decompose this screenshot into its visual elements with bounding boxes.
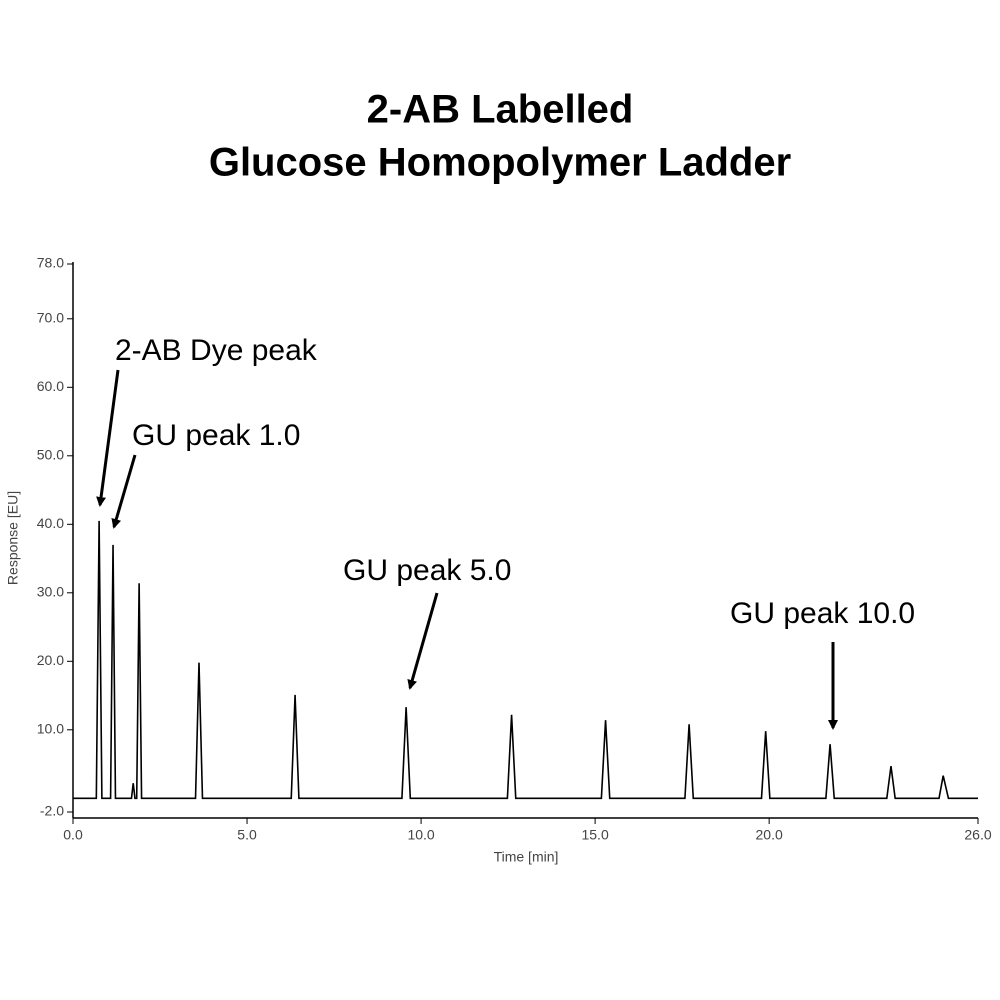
chart-title: 2-AB Labelled <box>367 88 634 132</box>
y-tick-label: 40.0 <box>37 515 64 531</box>
y-tick-label: 20.0 <box>37 652 64 668</box>
x-tick-label: 0.0 <box>63 827 83 843</box>
y-tick-label: 10.0 <box>37 721 64 737</box>
y-tick-label: -2.0 <box>40 803 64 819</box>
x-axis-label: Time [min] <box>494 849 559 865</box>
y-tick-label: 70.0 <box>37 310 64 326</box>
x-tick-label: 5.0 <box>237 827 257 843</box>
x-tick-label: 26.0 <box>964 827 991 843</box>
annotation: GU peak 1.0 <box>132 419 300 452</box>
y-tick-label: 50.0 <box>37 447 64 463</box>
arrow <box>407 592 439 690</box>
x-tick-label: 20.0 <box>756 827 783 843</box>
y-tick-label: 78.0 <box>37 255 64 271</box>
chart-title: Glucose Homopolymer Ladder <box>209 141 791 185</box>
annotation: 2-AB Dye peak <box>115 334 318 367</box>
chromatogram-line <box>73 520 978 800</box>
y-tick-label: 60.0 <box>37 378 64 394</box>
arrow <box>96 369 120 507</box>
annotation: GU peak 10.0 <box>730 597 915 630</box>
x-tick-label: 15.0 <box>581 827 608 843</box>
y-axis-label: Response [EU] <box>5 491 21 585</box>
x-tick-label: 10.0 <box>407 827 434 843</box>
annotation: GU peak 5.0 <box>343 554 511 587</box>
arrow <box>111 454 137 529</box>
y-tick-label: 30.0 <box>37 584 64 600</box>
